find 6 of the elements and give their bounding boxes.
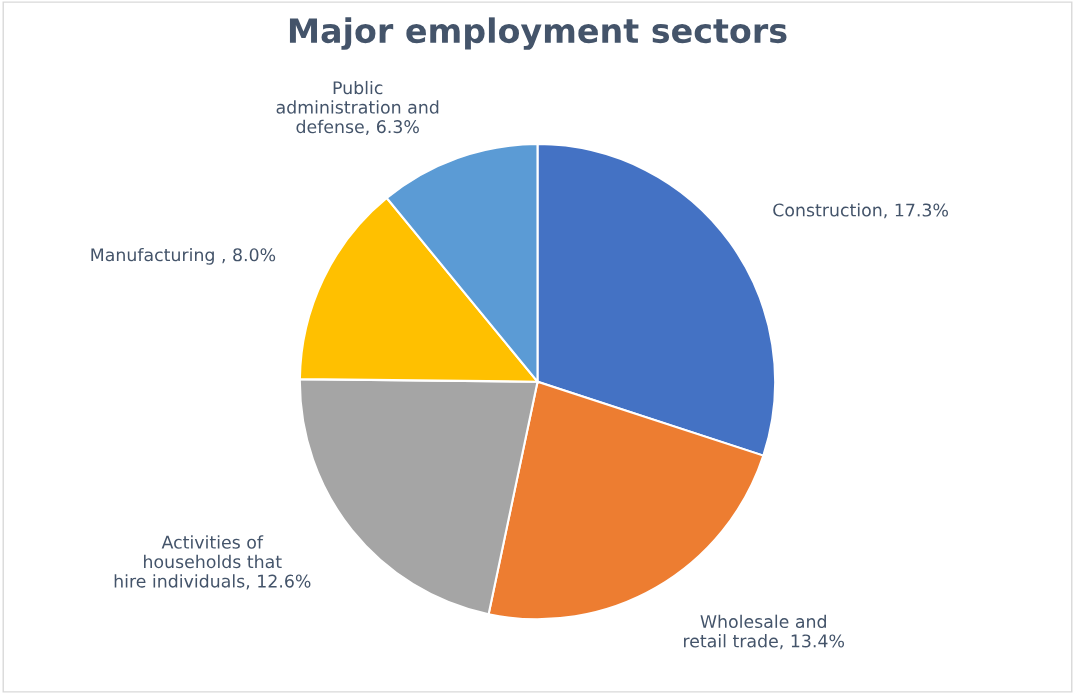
slice-label: Activities of households that hire individuals, 12.6% (114, 535, 311, 590)
slice-label: Construction, 17.3% (773, 203, 948, 219)
slice-label: Wholesale and retail trade, 13.4% (684, 614, 845, 650)
chart-title: Major employment sectors (289, 17, 787, 50)
slice-label: Public administration and defense, 6.3% (276, 80, 439, 135)
slice-label: Manufacturing , 8.0% (91, 247, 276, 265)
